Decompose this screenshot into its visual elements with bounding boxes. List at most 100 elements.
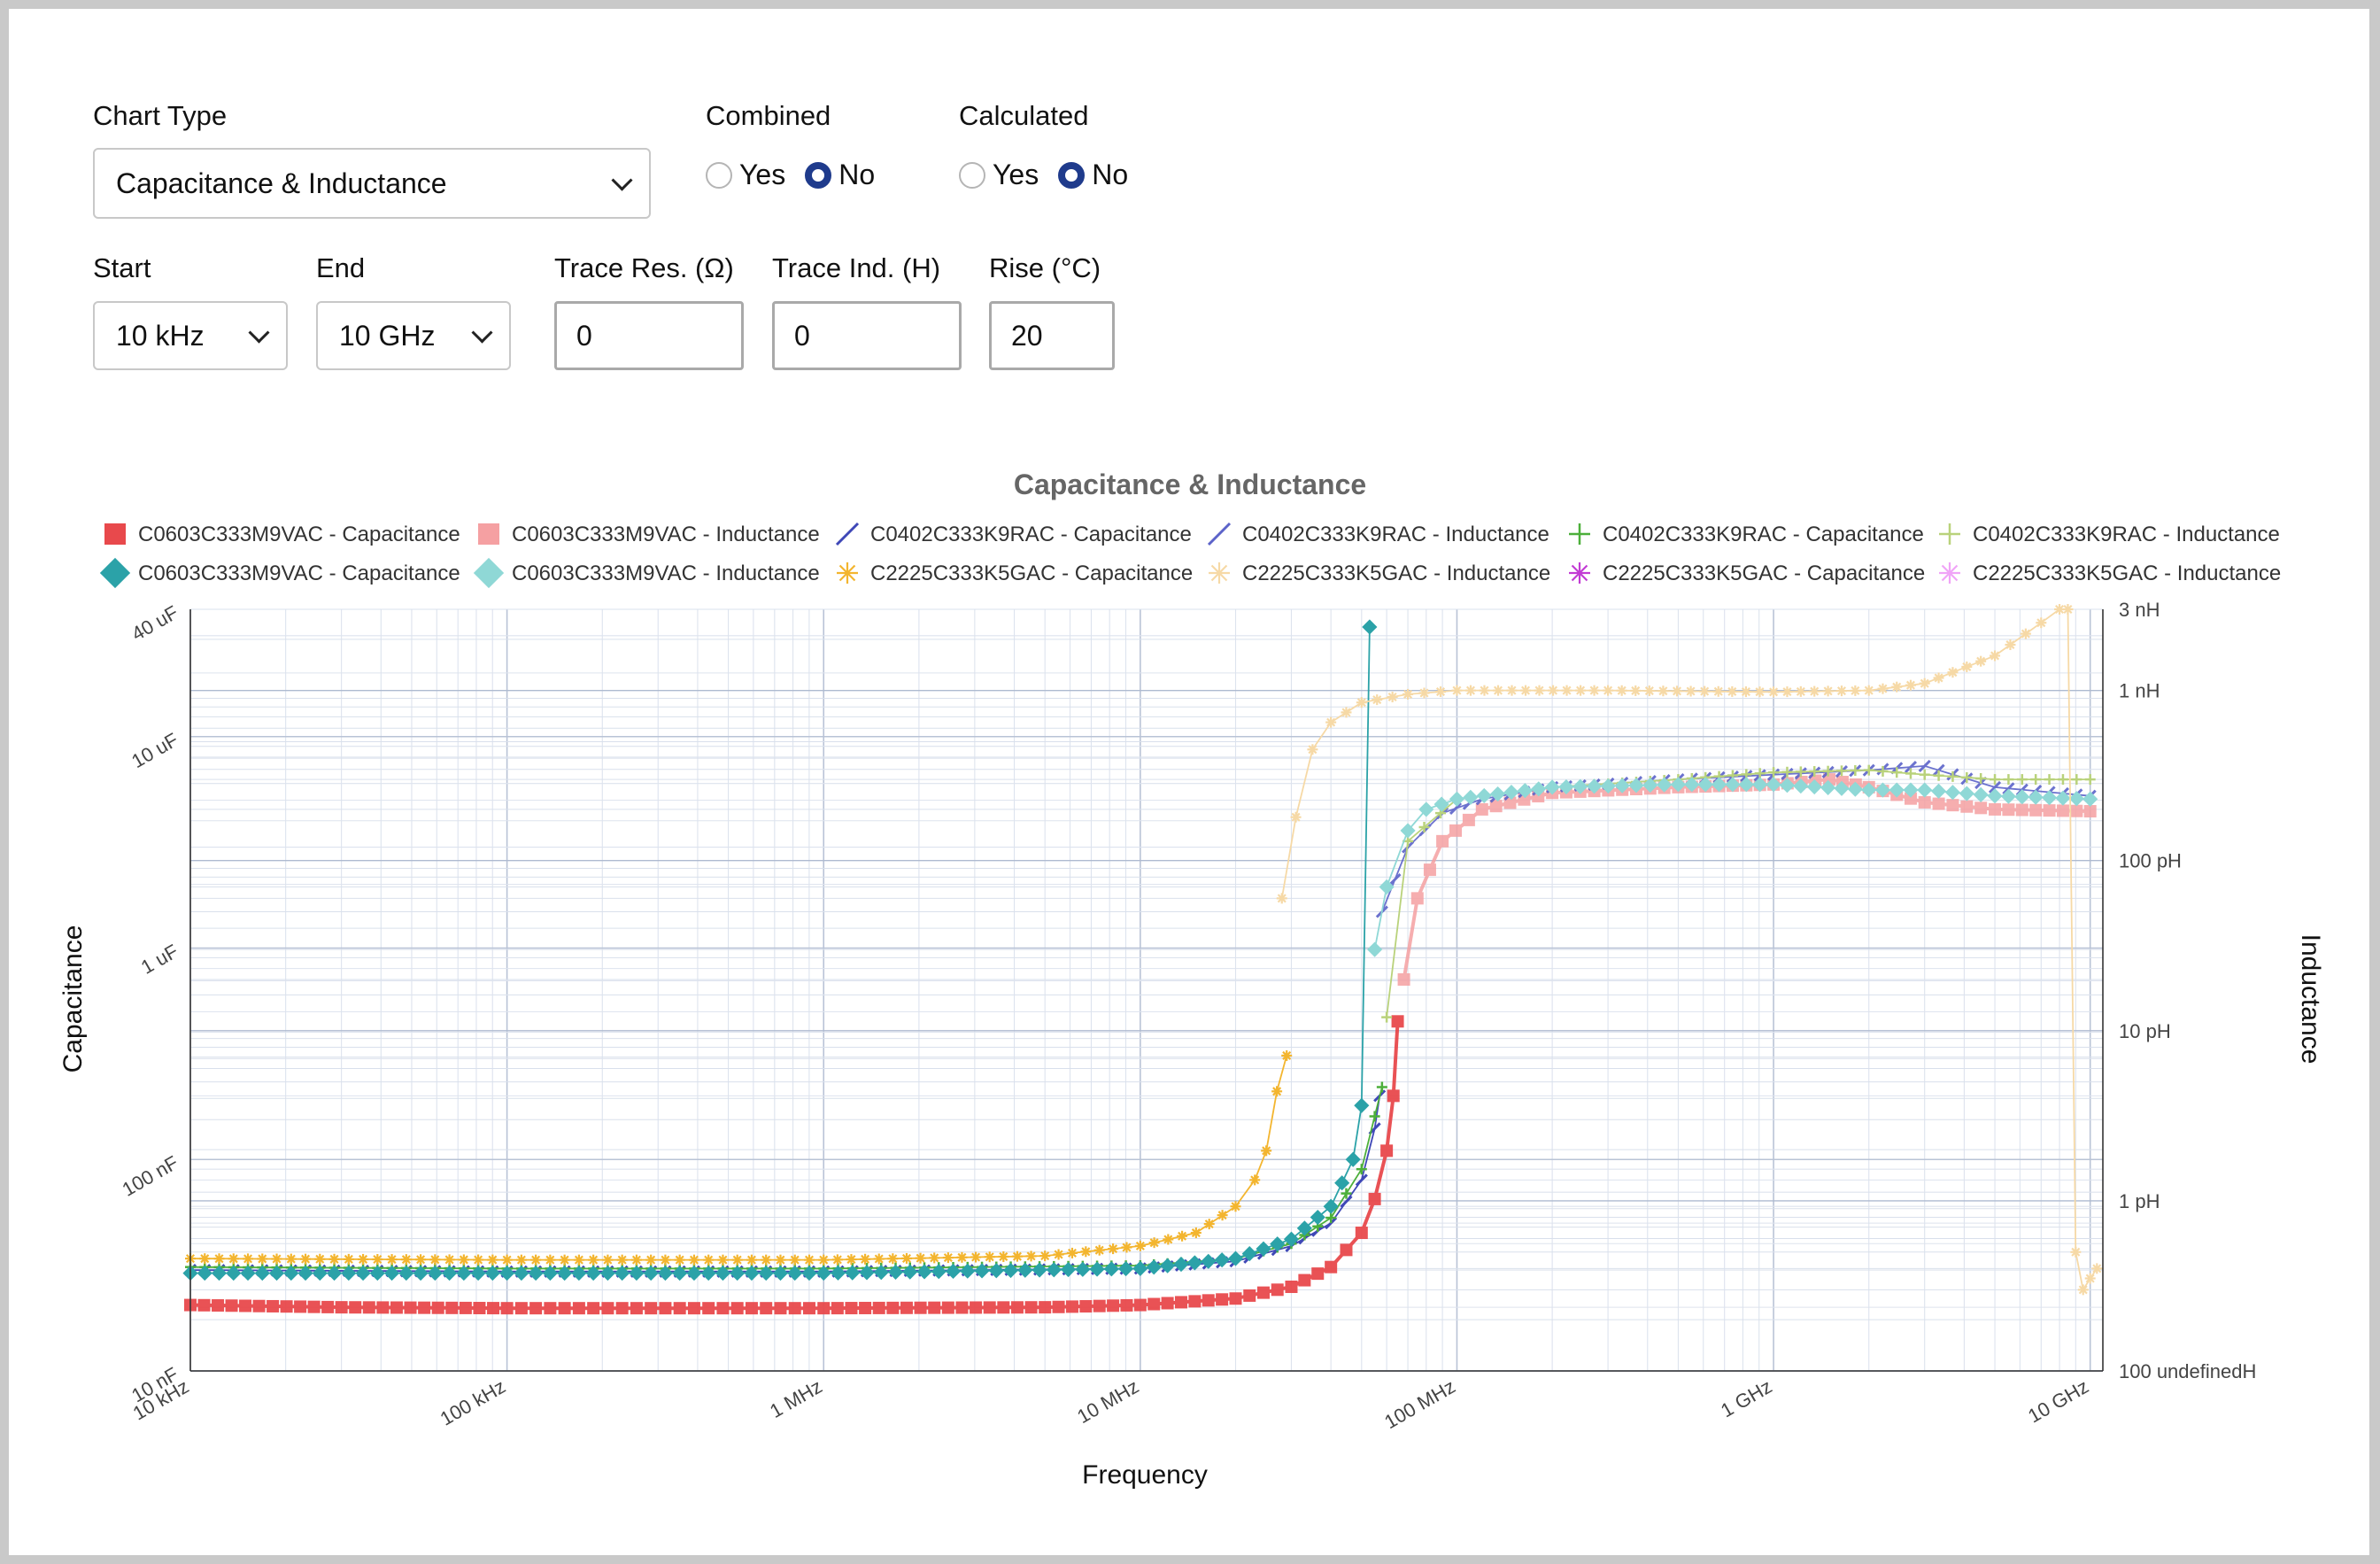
data-point bbox=[239, 1299, 252, 1312]
data-point bbox=[1340, 1243, 1353, 1257]
data-point bbox=[645, 1254, 657, 1266]
combined-yes-radio[interactable]: Yes bbox=[706, 159, 785, 191]
data-point bbox=[1933, 770, 1944, 781]
data-point bbox=[1017, 1262, 1033, 1278]
data-point bbox=[1410, 892, 1424, 905]
data-point bbox=[386, 1254, 398, 1266]
data-point bbox=[1847, 781, 1863, 797]
data-point bbox=[700, 1266, 716, 1281]
data-point bbox=[772, 1266, 789, 1281]
data-point bbox=[515, 1254, 527, 1266]
data-point bbox=[845, 1265, 861, 1281]
radio-dot-selected-icon bbox=[1058, 161, 1086, 189]
data-point bbox=[2020, 628, 2031, 639]
data-point bbox=[1904, 761, 1918, 774]
data-point bbox=[545, 1254, 556, 1266]
data-point bbox=[1011, 1250, 1023, 1262]
data-point bbox=[398, 1266, 414, 1281]
data-point bbox=[672, 1266, 688, 1281]
data-point bbox=[988, 1263, 1004, 1279]
data-point bbox=[1002, 1262, 1019, 1279]
data-point bbox=[1276, 893, 1287, 904]
data-point bbox=[1850, 765, 1861, 777]
data-point bbox=[1271, 1283, 1284, 1297]
data-point bbox=[1173, 1256, 1189, 1273]
trace-ind-input[interactable]: 0 bbox=[772, 301, 962, 370]
chart-legend: C0603C333M9VAC - Capacitance C0603C333M9V… bbox=[99, 522, 2281, 589]
data-point bbox=[2003, 774, 2014, 786]
rise-input[interactable]: 20 bbox=[989, 301, 1115, 370]
data-point bbox=[1307, 744, 1318, 755]
data-point bbox=[418, 1301, 431, 1314]
data-point bbox=[1434, 686, 1446, 698]
legend-item: C0603C333M9VAC - Capacitance bbox=[104, 523, 460, 546]
data-point bbox=[774, 1302, 787, 1315]
legend-label: C0603C333M9VAC - Inductance bbox=[512, 561, 820, 585]
x-tick-label: 100 kHz bbox=[437, 1375, 509, 1430]
data-point bbox=[1418, 687, 1430, 699]
data-point bbox=[730, 1302, 744, 1315]
data-point bbox=[1436, 834, 1449, 848]
data-point bbox=[1290, 811, 1302, 823]
data-point bbox=[615, 1302, 629, 1315]
series-0 bbox=[184, 1015, 1404, 1315]
data-point bbox=[1973, 786, 1989, 802]
series-2 bbox=[183, 1089, 1387, 1278]
data-point bbox=[1214, 1252, 1230, 1268]
chart-grid bbox=[189, 608, 2103, 1372]
data-point bbox=[817, 1302, 831, 1315]
data-point bbox=[1586, 778, 1603, 794]
calculated-no-radio[interactable]: No bbox=[1058, 159, 1128, 191]
data-point bbox=[1809, 766, 1820, 778]
end-select[interactable]: 10 GHz bbox=[316, 301, 511, 370]
x-tick-label: 10 GHz bbox=[2024, 1375, 2092, 1428]
legend-label: C2225C333K5GAC - Capacitance bbox=[1603, 561, 1925, 585]
data-point bbox=[1919, 769, 1930, 780]
x-tick-label: 100 MHz bbox=[1380, 1375, 1459, 1434]
data-point bbox=[955, 1301, 969, 1314]
data-point bbox=[997, 1301, 1010, 1314]
data-point bbox=[1863, 685, 1874, 696]
calculated-yes-radio[interactable]: Yes bbox=[959, 159, 1039, 191]
start-select[interactable]: 10 kHz bbox=[93, 301, 288, 370]
data-point bbox=[2030, 774, 2042, 786]
data-point bbox=[1283, 1231, 1300, 1247]
data-point bbox=[1089, 1261, 1105, 1277]
legend-item: C2225C333K5GAC - Inductance bbox=[1209, 561, 1550, 585]
chart-type-select[interactable]: Capacitance & Inductance bbox=[93, 148, 651, 219]
data-point bbox=[1256, 1286, 1270, 1299]
y2-tick-label: 100 pH bbox=[2119, 850, 2182, 872]
data-point bbox=[928, 1301, 941, 1314]
data-point bbox=[1503, 785, 1519, 801]
data-point bbox=[2056, 804, 2069, 817]
series-line bbox=[189, 1087, 1383, 1270]
data-point bbox=[530, 1254, 542, 1266]
data-point bbox=[1201, 1253, 1217, 1269]
data-point bbox=[2000, 788, 2016, 804]
data-point bbox=[1400, 823, 1416, 839]
data-point bbox=[1489, 800, 1503, 813]
data-point bbox=[514, 1302, 528, 1315]
trace-res-input[interactable]: 0 bbox=[554, 301, 744, 370]
combined-no-radio[interactable]: No bbox=[805, 159, 875, 191]
data-point bbox=[845, 1302, 858, 1315]
data-point bbox=[2044, 774, 2055, 786]
data-point bbox=[473, 1301, 486, 1314]
data-point bbox=[499, 1266, 515, 1281]
data-point bbox=[1990, 774, 2001, 786]
data-point bbox=[500, 1302, 514, 1315]
data-point bbox=[314, 1253, 326, 1265]
data-point bbox=[1569, 523, 1590, 545]
data-point bbox=[1310, 1209, 1325, 1226]
data-point bbox=[514, 1266, 529, 1281]
data-point bbox=[404, 1301, 417, 1314]
combined-radio-group: Yes No bbox=[706, 159, 894, 191]
data-point bbox=[1572, 778, 1588, 794]
data-point bbox=[1356, 697, 1367, 708]
data-point bbox=[1325, 1260, 1338, 1274]
data-point bbox=[1203, 1219, 1215, 1230]
legend-label: C0402C333K9RAC - Inductance bbox=[1973, 523, 2280, 546]
legend-label: C0603C333M9VAC - Inductance bbox=[512, 523, 820, 546]
data-point bbox=[240, 1266, 256, 1281]
data-point bbox=[1118, 1261, 1134, 1277]
